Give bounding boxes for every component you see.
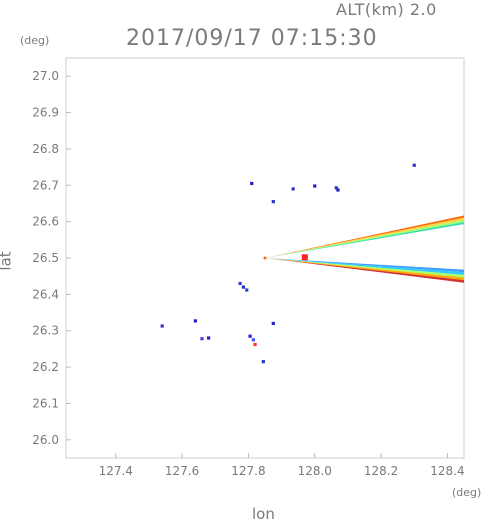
x-tick-label: 127.8	[231, 464, 265, 478]
echo-point	[251, 338, 255, 342]
echo-point	[313, 184, 317, 188]
echo-point	[238, 281, 242, 286]
y-tick-label: 26.4	[32, 287, 59, 301]
x-axis-label: lon	[252, 505, 275, 523]
echo-point	[241, 285, 246, 289]
beam-1-band-4	[265, 258, 464, 283]
y-axis-unit: (deg)	[20, 34, 50, 47]
y-tick-label: 26.8	[32, 142, 59, 156]
y-tick-labels: 26.0 26.1 26.2 26.3 26.4 26.5 26.6 26.7 26.8 26.9…	[32, 69, 71, 447]
x-axis-unit: (deg)	[452, 486, 482, 499]
x-tick-label: 128.0	[298, 464, 332, 478]
beam-1-band-0	[265, 258, 464, 273]
beam-0-band-0	[265, 215, 464, 258]
y-tick-label: 26.6	[32, 215, 59, 229]
echo-point	[412, 163, 416, 167]
x-tick-label: 127.6	[165, 464, 199, 478]
beam-0-band-2	[265, 219, 464, 258]
echo-point	[334, 186, 338, 190]
echo-point	[245, 288, 249, 292]
y-tick-label: 26.0	[32, 433, 59, 447]
beam-1-band-3	[265, 258, 464, 281]
echo-point	[250, 181, 254, 186]
y-tick-label: 26.9	[32, 106, 59, 120]
echo-point	[160, 324, 164, 328]
echo-point	[207, 336, 211, 340]
echo-point	[271, 321, 275, 326]
y-tick-label: 26.7	[32, 178, 59, 192]
y-tick-label: 27.0	[32, 69, 59, 83]
echo-point	[291, 187, 295, 191]
echo-point	[200, 337, 204, 341]
echo-point	[261, 360, 265, 364]
radar-center-marker	[263, 256, 267, 260]
y-tick-label: 26.5	[32, 251, 59, 265]
echo-point	[193, 319, 197, 323]
echo-point	[248, 334, 252, 338]
x-tick-label: 127.4	[99, 464, 133, 478]
beam-0-band-3	[265, 222, 464, 258]
y-tick-label: 26.1	[32, 396, 59, 410]
x-tick-label: 128.2	[364, 464, 398, 478]
echo-point	[253, 342, 257, 347]
beam-0-band-1	[265, 217, 464, 258]
echo-point	[271, 200, 275, 204]
x-tick-label: 128.4	[430, 464, 464, 478]
echo-points	[160, 163, 416, 364]
radar-beams	[265, 215, 464, 283]
echo-point	[336, 188, 340, 192]
echo-point	[301, 254, 308, 261]
x-tick-labels: 127.4 127.6 127.8 128.0 128.2 128.4	[99, 453, 465, 478]
y-tick-label: 26.2	[32, 360, 59, 374]
altitude-label: ALT(km) 2.0	[336, 0, 437, 19]
timestamp-title: 2017/09/17 07:15:30	[126, 26, 378, 51]
y-tick-label: 26.3	[32, 324, 59, 338]
